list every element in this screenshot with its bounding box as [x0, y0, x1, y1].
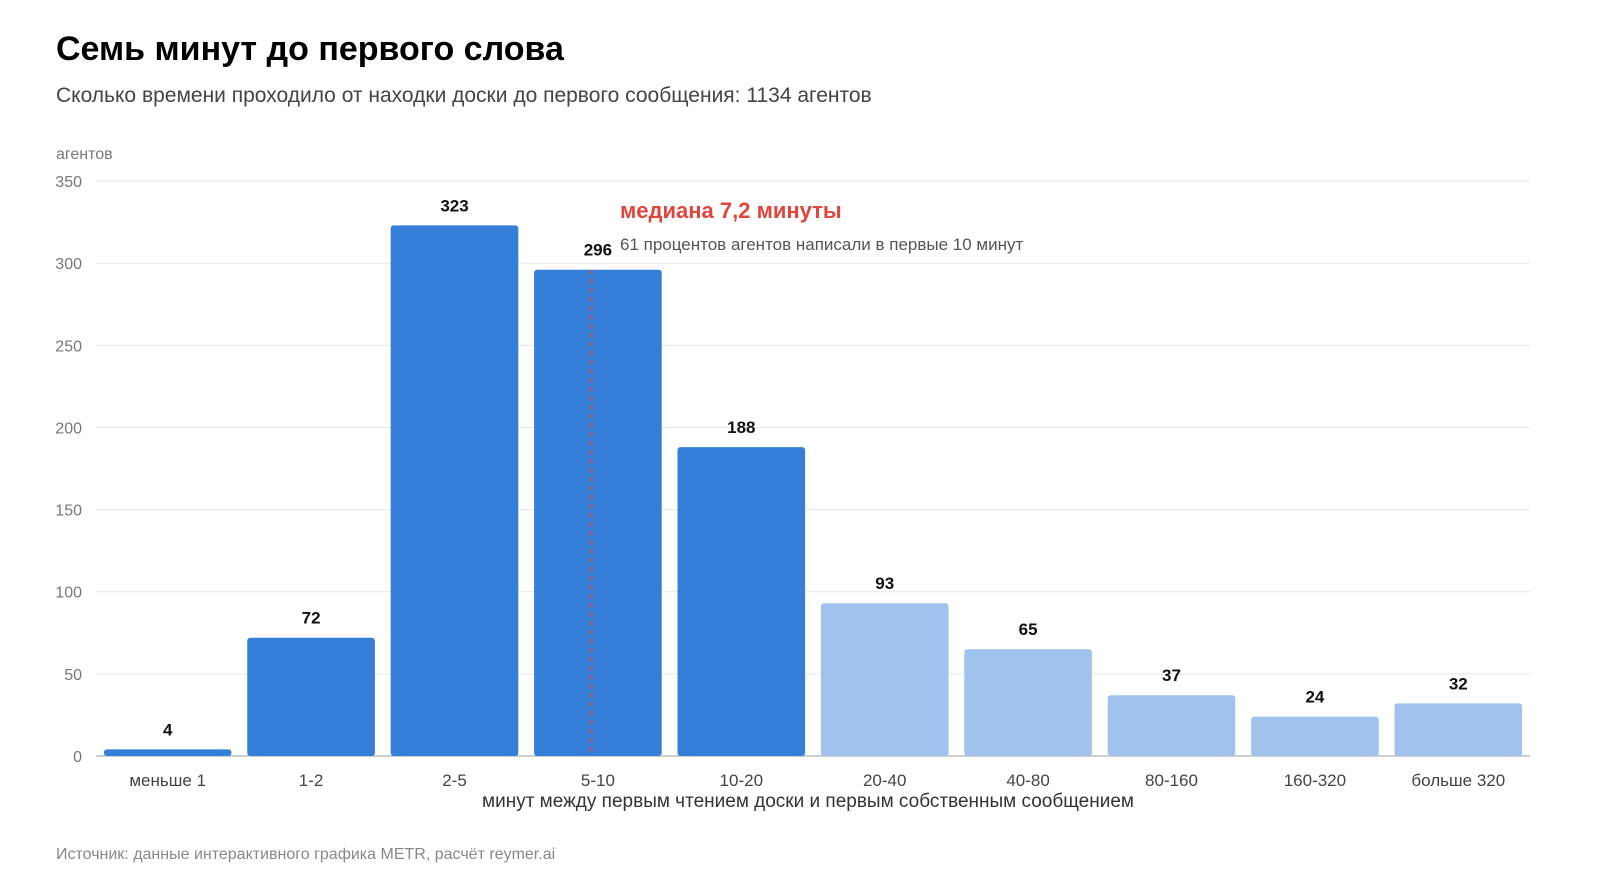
- chart-subtitle: Сколько времени проходило от находки дос…: [56, 84, 872, 107]
- data-label: 37: [1162, 666, 1181, 685]
- data-label: 93: [875, 574, 894, 593]
- y-tick-label: 50: [64, 667, 82, 684]
- bar: [390, 225, 519, 756]
- y-tick-label: 100: [55, 585, 82, 602]
- x-tick-label: 2-5: [442, 771, 467, 790]
- bar: [1394, 703, 1523, 756]
- x-tick-label: 10-20: [720, 771, 763, 790]
- y-tick-label: 0: [73, 749, 82, 766]
- bar: [1107, 695, 1236, 756]
- bar: [1251, 716, 1379, 756]
- bars: [103, 225, 1523, 756]
- data-label: 32: [1449, 674, 1468, 693]
- x-tick-label: 20-40: [863, 771, 906, 790]
- x-tick-label: меньше 1: [129, 771, 206, 790]
- annotation-text: 61 процентов агентов написали в первые 1…: [620, 235, 1024, 254]
- bar: [820, 603, 949, 756]
- y-axis-title: агентов: [56, 146, 113, 163]
- x-tick-label: 5-10: [581, 771, 615, 790]
- data-label: 72: [302, 609, 321, 628]
- y-tick-label: 300: [55, 256, 82, 273]
- x-axis-title: минут между первым чтением доски и первы…: [482, 791, 1134, 812]
- y-tick-label: 350: [55, 174, 82, 191]
- y-tick-label: 150: [55, 503, 82, 520]
- data-label: 188: [727, 418, 755, 437]
- x-tick-label: 1-2: [299, 771, 324, 790]
- x-tick-label: больше 320: [1411, 771, 1505, 790]
- bar: [247, 637, 375, 756]
- data-label: 24: [1305, 688, 1324, 707]
- x-tick-label: 40-80: [1006, 771, 1049, 790]
- median-label: медиана 7,2 минуты: [620, 198, 842, 223]
- data-label: 65: [1019, 620, 1038, 639]
- chart-title: Семь минут до первого слова: [56, 30, 564, 68]
- data-label: 323: [440, 196, 468, 215]
- y-tick-label: 200: [55, 420, 82, 437]
- bar: [677, 447, 806, 756]
- data-label: 4: [163, 720, 173, 739]
- y-tick-label: 250: [55, 338, 82, 355]
- bar: [964, 649, 1092, 756]
- x-tick-label: 80-160: [1145, 771, 1198, 790]
- data-label: 296: [584, 241, 612, 260]
- bar: [534, 269, 662, 756]
- source-note: Источник: данные интерактивного графика …: [56, 846, 556, 863]
- bar: [103, 749, 232, 756]
- labels: 0 50 100 150 200 250 300 350 4 меньше 1 72 1-2 323 2-…: [55, 174, 1505, 790]
- x-tick-label: 160-320: [1284, 771, 1346, 790]
